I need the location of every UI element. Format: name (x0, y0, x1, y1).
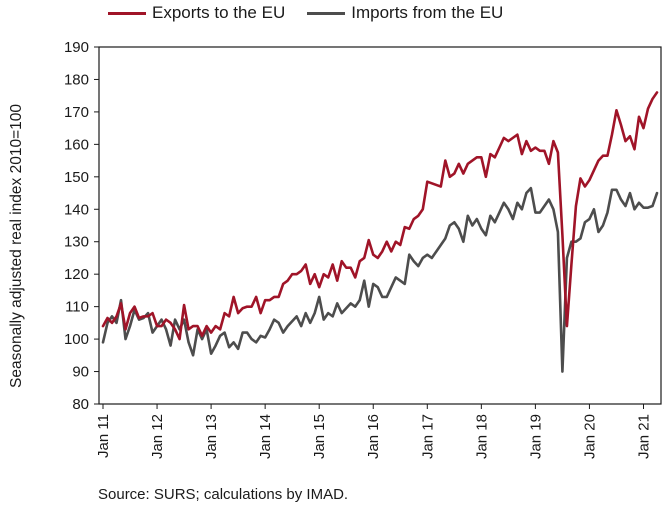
y-tick-label: 110 (65, 299, 89, 316)
y-axis-title: Seasonally adjusted real index 2010=100 (8, 104, 25, 388)
x-tick-label: Jan 15 (311, 414, 328, 459)
legend-item-exports: Exports to the EU (108, 3, 285, 23)
legend-item-imports: Imports from the EU (307, 3, 503, 23)
x-tick-label: Jan 21 (635, 414, 652, 459)
y-tick-label: 80 (72, 396, 89, 413)
y-tick-label: 190 (64, 39, 89, 56)
legend-label-imports: Imports from the EU (351, 3, 504, 22)
x-tick-label: Jan 16 (365, 414, 382, 459)
legend-swatch-exports (108, 11, 146, 15)
y-tick-label: 130 (64, 234, 89, 251)
y-tick-label: 180 (64, 71, 89, 88)
y-tick-label: 100 (64, 331, 89, 348)
source-note: Source: SURS; calculations by IMAD. (98, 486, 349, 503)
x-tick-label: Jan 19 (527, 414, 544, 459)
series-line-imports (101, 186, 659, 373)
x-tick-label: Jan 18 (473, 414, 490, 459)
legend-swatch-imports (307, 11, 346, 15)
y-tick-label: 120 (64, 266, 89, 283)
y-tick-label: 140 (64, 201, 89, 218)
y-tick-label: 160 (64, 136, 89, 153)
x-tick-label: Jan 12 (149, 414, 166, 459)
x-tick-label: Jan 13 (203, 414, 220, 459)
y-tick-label: 150 (64, 169, 89, 186)
y-tick-label: 170 (64, 104, 89, 121)
series-line-exports (101, 91, 659, 341)
chart-legend: Exports to the EU Imports from the EU (108, 3, 503, 23)
x-tick-label: Jan 11 (95, 414, 112, 458)
legend-label-exports: Exports to the EU (152, 3, 286, 22)
x-tick-label: Jan 14 (257, 414, 274, 459)
x-tick-label: Jan 17 (419, 414, 436, 459)
plot-frame (98, 46, 662, 405)
y-tick-label: 90 (72, 364, 89, 381)
x-tick-label: Jan 20 (581, 414, 598, 459)
